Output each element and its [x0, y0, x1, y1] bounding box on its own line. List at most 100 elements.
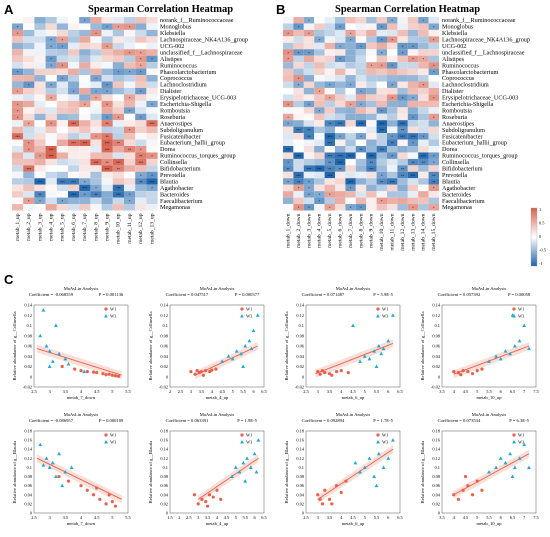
significance-mark: * [412, 205, 414, 210]
y-axis-label: Relative abundance of g__Blautia [148, 441, 153, 503]
heatmap-cell [293, 17, 304, 24]
heatmap-cell [303, 204, 315, 211]
significance-mark: * [308, 186, 310, 191]
legend-w3-label: W3 [382, 440, 389, 445]
x-tick-label: 6.5 [397, 389, 403, 394]
heatmap-cell [124, 81, 136, 88]
point-w1 [327, 372, 332, 376]
heatmap-cell [387, 29, 398, 37]
heatmap-cell [335, 23, 346, 30]
heatmap-cell [303, 113, 315, 121]
heatmap-cell [68, 107, 80, 114]
significance-mark: * [308, 18, 310, 23]
row-label: Faecalibacterium [442, 198, 485, 205]
heatmap-cell [45, 49, 57, 56]
significance-mark: * [118, 70, 120, 75]
y-tick-label: 0.02 [432, 501, 440, 506]
point-w1 [339, 490, 343, 495]
heatmap-cell [90, 146, 102, 153]
row-label: Phascolarctobacterium [442, 69, 499, 76]
heatmap-cell [135, 197, 147, 205]
heatmap-cell [23, 126, 35, 134]
significance-mark: * [140, 63, 142, 68]
y-tick-label: 0 [438, 511, 441, 516]
heatmap-cell [324, 55, 335, 63]
column-label: metab_2_up [26, 213, 32, 241]
column-label: metab_7_down [348, 213, 354, 248]
heatmap-cell [146, 165, 158, 172]
heatmap-cell [387, 17, 398, 24]
point-w1 [110, 373, 114, 377]
y-tick-label: -0.02 [23, 385, 32, 390]
significance-mark: * [84, 102, 86, 107]
heatmap-cell [79, 171, 91, 179]
x-tick-label: 4.5 [350, 515, 356, 520]
heatmap-cell [376, 113, 387, 121]
heatmap-cell [283, 49, 294, 56]
heatmap-cell [56, 204, 68, 211]
heatmap-cell [293, 171, 304, 179]
significance-mark: * [95, 186, 97, 191]
heatmap-cell [23, 49, 35, 56]
legend-w1-marker [104, 433, 108, 437]
significance-mark: * [319, 108, 321, 113]
point-w1 [456, 497, 461, 501]
heatmap-cell [428, 178, 439, 185]
significance-mark: *** [38, 179, 43, 184]
heatmap-cell [376, 197, 387, 205]
heatmap-cell [355, 197, 367, 205]
scatter-pvalue: P = 5.9E-5 [373, 292, 393, 297]
column-label: metab_3_down [306, 213, 312, 248]
point-w3 [245, 456, 249, 460]
heatmap-cell [283, 133, 294, 140]
row-label: Lachnoclostridium [160, 82, 207, 89]
heatmap-cell [407, 55, 419, 63]
legend-w3-label: W3 [246, 314, 253, 319]
y-axis-label: Relative abundance of g__Blautia [420, 441, 425, 503]
heatmap-cell [12, 36, 24, 43]
significance-mark: * [381, 50, 383, 55]
heatmap-cell [324, 42, 335, 50]
heatmap-cell [112, 36, 124, 43]
significance-mark: * [339, 57, 341, 62]
heatmap-cell [101, 146, 113, 153]
significance-mark: * [50, 63, 52, 68]
heatmap-cell [124, 120, 136, 127]
row-label: Fusicatenibacter [160, 133, 201, 140]
heatmap-cell [90, 133, 102, 140]
row-label: Subdoligranulum [160, 127, 203, 134]
significance-mark: *** [15, 134, 20, 139]
heatmap-cell [45, 75, 57, 82]
heatmap-cell [397, 49, 408, 56]
heatmap-cell [293, 152, 304, 159]
point-w3 [372, 474, 377, 479]
heatmap-cell [397, 107, 408, 114]
column-label: metab_7_up [82, 213, 88, 241]
heatmap-cell [124, 100, 136, 108]
significance-mark: *** [390, 179, 395, 184]
legend-w3-marker [240, 440, 244, 444]
y-tick-label: 0.12 [160, 456, 168, 461]
y-tick-label: 0.06 [24, 344, 32, 349]
heatmap-cell [23, 68, 35, 76]
heatmap-cell [90, 120, 102, 127]
point-w1 [316, 493, 320, 497]
y-tick-label: 0.12 [24, 456, 32, 461]
point-w1 [79, 484, 83, 488]
row-label: Lachnospiraceae_NK4A136_group [160, 37, 248, 44]
heatmap-cell [397, 62, 408, 69]
heatmap-cell [112, 29, 124, 37]
heatmap-cell [23, 171, 35, 179]
heatmap-cell [90, 152, 102, 159]
significance-mark: * [17, 108, 19, 113]
significance-mark: ** [432, 179, 436, 184]
heatmap-cell [303, 152, 315, 159]
heatmap-cell [407, 107, 419, 114]
heatmap-cell [45, 23, 57, 30]
heatmap-cell [355, 17, 367, 24]
heatmap-cell [428, 204, 439, 211]
scatter-coefficient: Coefficient = 0.047517 [166, 292, 209, 297]
row-label: Romboutsia [442, 107, 472, 114]
point-w3 [237, 470, 242, 474]
